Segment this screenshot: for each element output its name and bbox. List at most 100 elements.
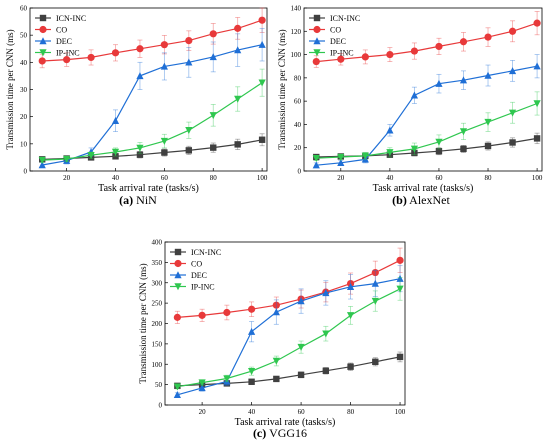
data-point (484, 142, 492, 150)
data-point (386, 50, 394, 59)
data-point (312, 161, 320, 169)
series-ip-inc (173, 277, 404, 391)
data-point (161, 149, 168, 156)
y-tick-label: 0 (298, 168, 302, 176)
legend-label: CO (56, 26, 67, 35)
legend: ICN-INC CO DEC IP-INC (309, 14, 360, 58)
data-point (508, 67, 517, 75)
data-point (322, 330, 330, 338)
data-point (347, 363, 354, 370)
data-point (337, 159, 345, 167)
data-point (87, 53, 95, 62)
data-point (247, 305, 256, 313)
legend-label: CO (191, 260, 202, 269)
caption-c: (c) VGG16 (235, 426, 325, 441)
y-tick-label: 350 (152, 259, 163, 267)
x-tick-label: 20 (199, 408, 207, 416)
legend-marker (39, 37, 47, 45)
data-point (297, 371, 305, 379)
data-point (533, 62, 541, 70)
data-point (396, 353, 404, 361)
legend-label: ICN-INC (191, 248, 221, 257)
data-point (247, 327, 256, 335)
data-point (160, 137, 168, 145)
data-point (223, 375, 231, 383)
y-tick-label: 80 (294, 74, 302, 82)
data-point (346, 312, 355, 320)
legend-label: DEC (330, 37, 346, 46)
legend-label: IP-INC (191, 283, 215, 292)
x-tick-label: 100 (532, 174, 543, 182)
data-point (312, 57, 320, 66)
legend-marker (39, 14, 47, 22)
x-tick-label: 100 (257, 174, 268, 182)
data-point (435, 79, 443, 87)
data-point (198, 379, 206, 387)
series-ip-inc (38, 68, 266, 164)
data-point (372, 358, 379, 366)
y-tick-label: 200 (152, 320, 163, 328)
series-co (312, 11, 541, 68)
data-point (38, 161, 46, 169)
series-line (316, 102, 538, 159)
series-line (316, 137, 538, 158)
data-point (361, 152, 369, 160)
y-axis-label: Transmission time per CNN (ms) (138, 263, 148, 383)
y-tick-label: 250 (152, 300, 163, 308)
chart-alexnet: 0 20 40 60 80 100 120 140 20 40 60 80 100 Task arriva… (277, 5, 543, 195)
caption-b-name: AlexNet (409, 193, 450, 207)
x-axis-label: Task arrival rate (tasks/s) (98, 183, 199, 194)
y-tick-label: 10 (20, 140, 28, 148)
data-point (38, 156, 46, 164)
data-point (209, 30, 217, 38)
legend: ICN-INC CO DEC IP-INC (170, 248, 221, 292)
series-line (42, 82, 263, 161)
x-tick-label: 20 (337, 174, 345, 182)
data-point (258, 16, 266, 24)
series-line (42, 44, 263, 166)
data-point (248, 378, 255, 385)
data-point (346, 283, 355, 291)
data-point (173, 391, 181, 399)
data-point (297, 343, 305, 351)
data-point (396, 274, 404, 282)
y-tick-label: 300 (152, 279, 163, 287)
x-tick-label: 20 (63, 174, 71, 182)
caption-c-name: VGG16 (269, 426, 308, 440)
x-axis-label: Task arrival rate (tasks/s) (373, 183, 474, 194)
data-point (173, 383, 181, 391)
data-point (38, 57, 46, 65)
series-line (316, 22, 538, 63)
data-point (459, 76, 468, 84)
data-point (337, 55, 345, 63)
data-point (508, 109, 517, 117)
x-tick-label: 60 (161, 174, 169, 182)
x-tick-label: 40 (386, 174, 394, 182)
data-point (272, 301, 280, 309)
series-line (42, 139, 263, 160)
data-point (533, 135, 541, 142)
legend-label: IP-INC (56, 49, 80, 58)
legend-marker (174, 248, 182, 256)
x-tick-label: 60 (435, 174, 443, 182)
data-point (396, 285, 404, 293)
data-point (312, 154, 320, 162)
data-point (361, 53, 369, 61)
legend-marker (313, 37, 321, 45)
data-point (198, 384, 206, 392)
y-tick-label: 50 (155, 381, 163, 389)
data-point (63, 155, 71, 163)
data-point (87, 152, 95, 160)
data-point (234, 141, 241, 148)
data-point (484, 33, 492, 41)
caption-a-name: NiN (136, 193, 157, 207)
legend-marker (174, 283, 182, 291)
data-point (386, 149, 394, 157)
legend-label: ICN-INC (330, 14, 360, 23)
y-tick-label: 20 (294, 144, 302, 152)
chart-vgg16: 0 50 100 150 200 250 300 350 400 20 40 60 80 100 Task … (138, 239, 406, 429)
legend-marker (39, 25, 47, 34)
y-tick-label: 0 (24, 168, 28, 176)
series-line (177, 288, 401, 388)
data-point (247, 367, 256, 375)
